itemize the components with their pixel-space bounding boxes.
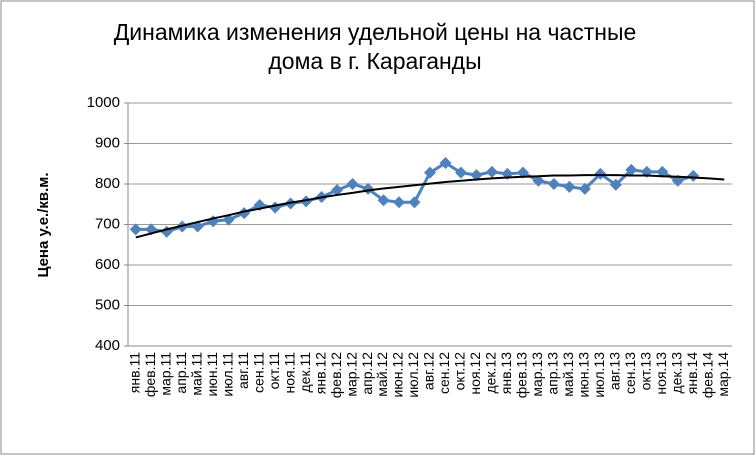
y-tick-label: 900 — [95, 134, 120, 151]
x-tick-label: янв.14 — [684, 352, 700, 394]
marker — [393, 196, 406, 209]
marker — [454, 166, 467, 179]
trend-line — [135, 174, 725, 239]
x-tick-label: окт.13 — [638, 352, 654, 391]
marker — [408, 196, 421, 209]
x-tick-label: ноя.12 — [467, 352, 483, 395]
y-tick-label: 800 — [95, 175, 120, 192]
marker — [609, 178, 622, 191]
marker — [547, 178, 560, 190]
y-tick-label: 400 — [95, 337, 120, 354]
x-tick-label: ноя.13 — [653, 352, 669, 395]
x-tick-label: июл.12 — [405, 352, 421, 398]
x-tick-label: фев.11 — [142, 352, 158, 397]
x-tick-label: июл.11 — [219, 352, 235, 397]
x-tick-label: дек.11 — [297, 352, 313, 393]
marker — [377, 194, 390, 207]
x-tick-label: янв.11 — [126, 352, 142, 393]
x-tick-label: июн.13 — [576, 352, 592, 398]
marker — [485, 165, 498, 178]
marker — [424, 166, 436, 179]
marker — [346, 178, 359, 190]
x-tick-label: май.11 — [188, 352, 204, 396]
x-tick-label: апр.13 — [545, 352, 561, 395]
x-tick-label: фев.13 — [514, 352, 530, 398]
x-tick-label: авг.13 — [607, 352, 623, 390]
x-tick-label: сен.12 — [436, 352, 452, 394]
x-tick-label: апр.12 — [359, 352, 375, 395]
x-tick-label: окт.12 — [452, 352, 468, 391]
x-tick-label: май.13 — [560, 352, 576, 397]
x-tick-label: мар.12 — [343, 352, 359, 397]
marker — [594, 167, 607, 180]
x-tick-label: июн.11 — [204, 352, 220, 397]
x-tick-label: май.12 — [374, 352, 390, 397]
x-tick-label: фев.14 — [699, 352, 715, 398]
chart-title: Динамика изменения удельной цены на част… — [113, 19, 637, 74]
marker — [331, 184, 344, 197]
x-tick-label: ноя.11 — [281, 352, 297, 394]
marker — [300, 195, 313, 208]
x-tick-label: сен.11 — [250, 352, 266, 393]
x-tick-label: окт.11 — [266, 352, 282, 390]
x-tick-label: фев.12 — [328, 352, 344, 398]
x-tick-label: мар.11 — [157, 352, 173, 396]
marker — [578, 182, 591, 195]
y-axis-label: Цена у.е./кв.м. — [35, 172, 52, 277]
marker — [470, 169, 483, 182]
x-tick-label: янв.13 — [498, 352, 514, 394]
marker — [532, 174, 545, 187]
y-tick-label: 500 — [95, 296, 120, 313]
x-tick-label: дек.12 — [483, 352, 499, 394]
marker — [625, 163, 638, 176]
marker — [439, 156, 452, 169]
marker — [563, 180, 576, 193]
y-tick-label: 600 — [95, 256, 120, 273]
y-tick-label: 700 — [95, 215, 120, 232]
x-tick-label: мар.13 — [529, 352, 545, 397]
x-tick-label: мар.14 — [715, 352, 731, 397]
x-tick-label: авг.12 — [421, 352, 437, 390]
x-tick-label: янв.12 — [312, 352, 328, 394]
x-tick-label: дек.13 — [668, 352, 684, 394]
x-tick-label: июн.12 — [390, 352, 406, 398]
marker — [687, 169, 700, 182]
x-tick-label: авг.11 — [235, 352, 251, 389]
x-tick-label: июл.13 — [591, 352, 607, 398]
y-tick-label: 1000 — [87, 94, 120, 111]
x-tick-label: апр.11 — [173, 352, 189, 394]
marker — [129, 223, 142, 236]
marker — [656, 165, 669, 178]
x-tick-label: сен.13 — [622, 352, 638, 394]
